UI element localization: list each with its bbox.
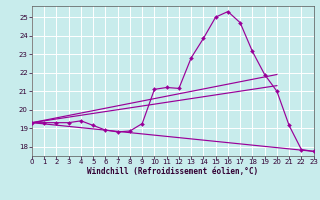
X-axis label: Windchill (Refroidissement éolien,°C): Windchill (Refroidissement éolien,°C) [87,167,258,176]
